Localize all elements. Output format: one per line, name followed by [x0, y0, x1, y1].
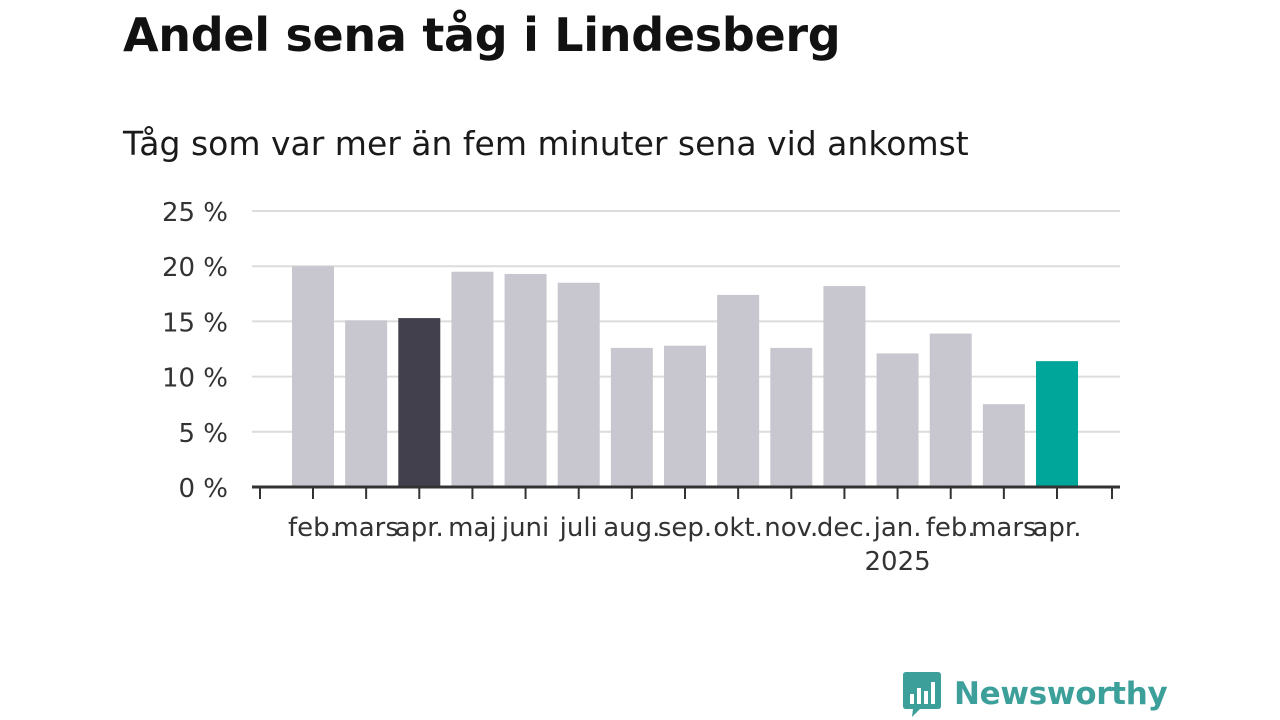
y-tick-label: 10 %: [162, 364, 228, 394]
y-tick-label: 5 %: [178, 419, 228, 449]
bar: [610, 347, 653, 487]
x-tick-label: feb.: [288, 513, 338, 543]
y-tick-label: 20 %: [162, 253, 228, 283]
y-tick-label: 0 %: [178, 474, 228, 504]
x-tick-label: okt.: [713, 513, 762, 543]
x-year-label: 2025: [864, 547, 930, 577]
x-tick-label: mars: [333, 513, 399, 543]
bar: [929, 333, 972, 487]
bar: [292, 266, 334, 487]
x-tick-label: maj: [448, 513, 496, 543]
y-tick-label: 15 %: [162, 308, 228, 338]
bar: [982, 404, 1025, 487]
bar: [876, 353, 919, 487]
bar: [664, 345, 706, 487]
x-tick-label: apr.: [1032, 513, 1081, 543]
bar: [823, 286, 866, 487]
x-tick-label: jan.: [873, 513, 922, 543]
x-tick-label: sep.: [658, 513, 712, 543]
bar: [504, 273, 547, 487]
x-tick-label: nov.: [764, 513, 818, 543]
newsworthy-logo: Newsworthy: [902, 670, 1168, 718]
y-tick-label: 25 %: [162, 198, 228, 228]
bar: [717, 294, 760, 487]
x-tick-label: aug.: [603, 513, 660, 543]
bar: [398, 318, 441, 487]
bar: [345, 320, 388, 487]
x-axis: [252, 485, 1120, 499]
x-tick-label: juni: [501, 513, 549, 543]
chart-subtitle: Tåg som var mer än fem minuter sena vid …: [123, 124, 969, 163]
x-tick-label: mars: [971, 513, 1037, 543]
bar: [770, 347, 813, 487]
bar: [557, 282, 600, 487]
x-tick-label: dec.: [817, 513, 872, 543]
chart-title: Andel sena tåg i Lindesberg: [123, 8, 841, 62]
bar: [1036, 361, 1078, 487]
x-tick-label: apr.: [395, 513, 444, 543]
bars: [292, 266, 1078, 487]
newsworthy-logo-icon: [903, 672, 941, 717]
x-tick-label: juli: [559, 513, 598, 543]
x-tick-label: feb.: [926, 513, 976, 543]
bar: [451, 271, 494, 487]
newsworthy-logo-text: Newsworthy: [954, 676, 1168, 712]
y-axis-ticks: 0 % 5 % 10 % 15 % 20 % 25 %: [162, 198, 228, 504]
